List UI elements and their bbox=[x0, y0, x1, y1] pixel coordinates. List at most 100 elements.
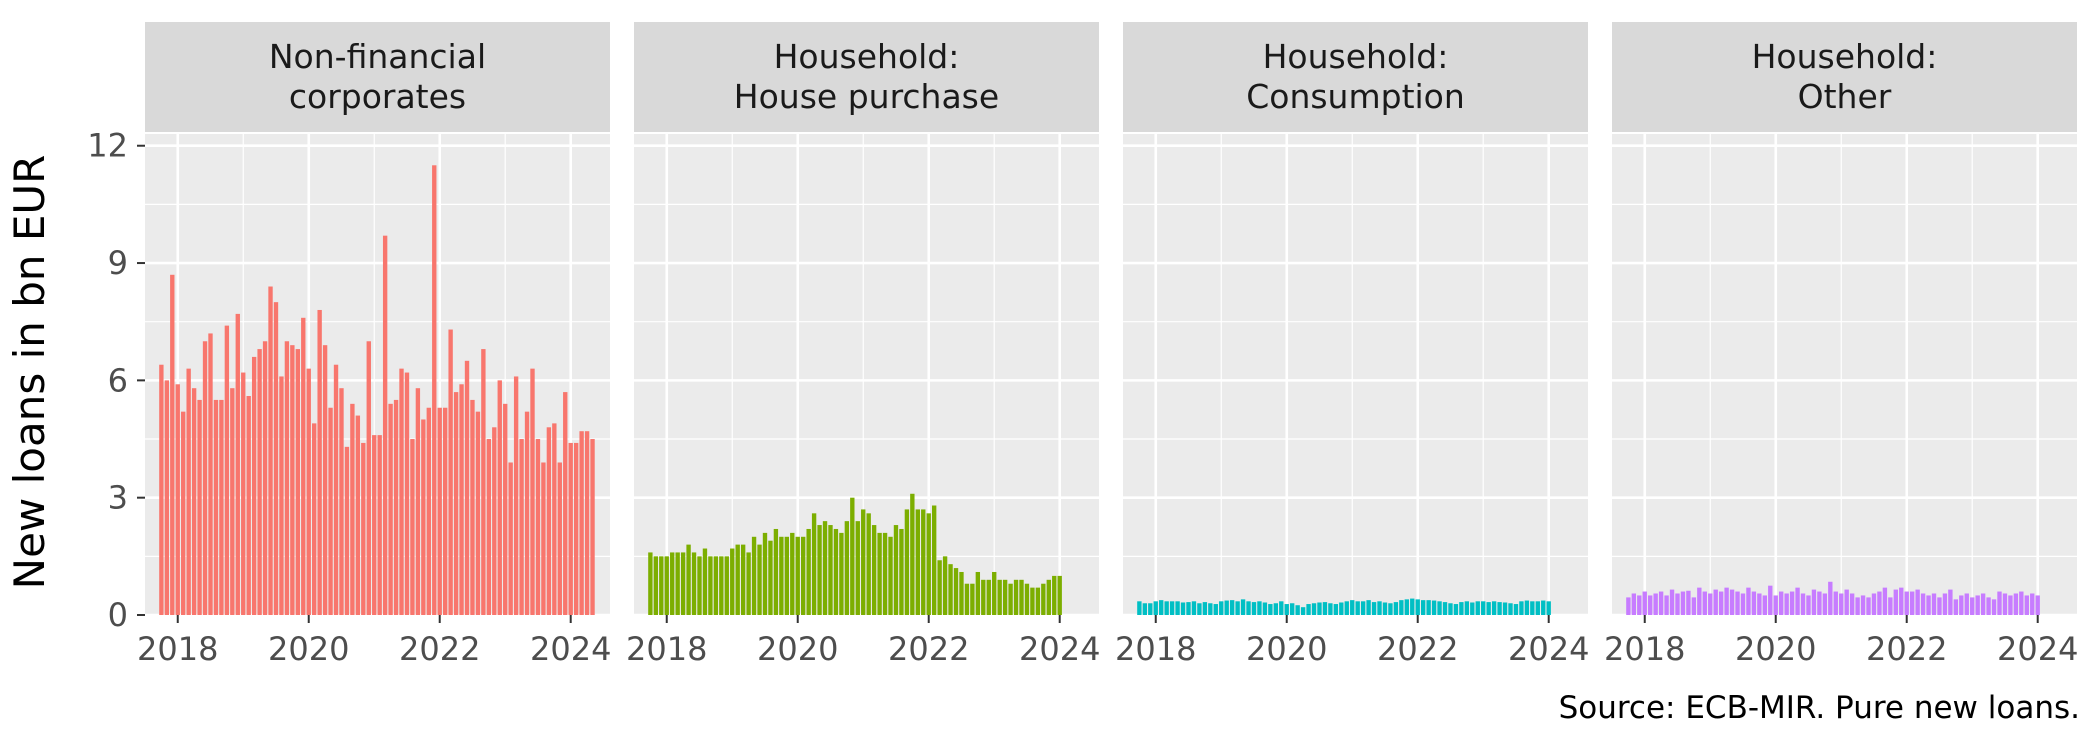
bar bbox=[1360, 601, 1366, 615]
bar bbox=[1920, 593, 1926, 615]
bar bbox=[1290, 603, 1295, 615]
bar bbox=[1541, 600, 1546, 615]
bar bbox=[1746, 587, 1751, 615]
bar bbox=[322, 345, 328, 615]
bar bbox=[850, 497, 855, 615]
x-tick-label: 2020 bbox=[757, 630, 838, 668]
bar bbox=[573, 442, 579, 615]
bar bbox=[1795, 587, 1800, 615]
bar bbox=[1882, 587, 1888, 615]
bar bbox=[191, 388, 197, 615]
bar bbox=[686, 544, 691, 615]
bar bbox=[2030, 593, 2035, 615]
bar bbox=[1219, 601, 1224, 615]
bar bbox=[680, 552, 686, 615]
plot-background bbox=[1123, 134, 1588, 615]
bar bbox=[317, 309, 322, 615]
bar bbox=[1833, 591, 1838, 615]
bar bbox=[861, 509, 866, 615]
bar bbox=[1546, 601, 1551, 615]
x-tick-label: 2022 bbox=[399, 630, 480, 668]
bar bbox=[251, 356, 257, 615]
bar bbox=[2008, 595, 2013, 615]
bar bbox=[1197, 603, 1202, 615]
bar bbox=[241, 372, 246, 615]
bar bbox=[899, 528, 904, 615]
panel-2: Household:House purchase 2018 2020 2022 2024 bbox=[626, 22, 1100, 668]
bar bbox=[1191, 601, 1197, 615]
bar bbox=[497, 380, 502, 615]
bar bbox=[893, 525, 899, 615]
bar bbox=[1740, 593, 1746, 615]
bar bbox=[773, 528, 779, 615]
bar bbox=[1497, 602, 1502, 615]
source-caption: Source: ECB-MIR. Pure new loans. bbox=[1559, 690, 2080, 726]
bar bbox=[1811, 589, 1817, 615]
bar bbox=[779, 536, 784, 615]
bar bbox=[1393, 602, 1399, 615]
bar bbox=[1366, 600, 1371, 615]
bar bbox=[1773, 595, 1778, 615]
bar bbox=[948, 564, 953, 615]
bar bbox=[1420, 600, 1426, 615]
bar bbox=[361, 442, 366, 615]
bar bbox=[1208, 603, 1213, 615]
bar bbox=[1631, 593, 1637, 615]
bar bbox=[1855, 597, 1860, 615]
bar bbox=[1904, 591, 1909, 615]
bar bbox=[1311, 603, 1317, 615]
bar bbox=[2035, 595, 2040, 615]
bar bbox=[1013, 579, 1019, 615]
bar bbox=[175, 384, 180, 615]
bar bbox=[975, 571, 981, 615]
bar bbox=[1399, 600, 1404, 615]
bar bbox=[1300, 607, 1306, 615]
panel-title-line: Household: bbox=[774, 37, 960, 76]
bar bbox=[1680, 591, 1686, 615]
bar bbox=[1530, 601, 1535, 615]
bar bbox=[1942, 593, 1948, 615]
bar bbox=[1708, 593, 1713, 615]
panel-strip bbox=[145, 22, 610, 132]
bar bbox=[590, 439, 595, 615]
bar bbox=[377, 435, 382, 615]
bar bbox=[448, 329, 453, 615]
bar bbox=[1459, 602, 1464, 615]
bar bbox=[1486, 602, 1491, 615]
bar bbox=[724, 556, 729, 615]
bar bbox=[1164, 601, 1169, 615]
x-tick-label: 2018 bbox=[1115, 630, 1196, 668]
bar bbox=[1355, 601, 1360, 615]
bar bbox=[541, 462, 546, 615]
bar bbox=[202, 341, 208, 615]
bar bbox=[186, 368, 191, 615]
bar bbox=[1926, 595, 1931, 615]
bar bbox=[1524, 600, 1530, 615]
bar bbox=[926, 513, 931, 615]
bar bbox=[366, 341, 371, 615]
bar bbox=[762, 532, 768, 615]
bar bbox=[833, 528, 839, 615]
bar bbox=[992, 571, 997, 615]
bar bbox=[664, 556, 669, 615]
bar bbox=[1246, 601, 1251, 615]
x-tick-label: 2024 bbox=[530, 630, 611, 668]
bar bbox=[1817, 591, 1822, 615]
x-tick-label: 2018 bbox=[626, 630, 707, 668]
bar bbox=[1757, 593, 1762, 615]
bar bbox=[735, 544, 740, 615]
panel-strip bbox=[1123, 22, 1588, 132]
bar bbox=[1142, 603, 1148, 615]
bar bbox=[1251, 602, 1257, 615]
bar bbox=[2013, 593, 2019, 615]
bar bbox=[1626, 597, 1631, 615]
x-tick-label: 2024 bbox=[1508, 630, 1589, 668]
bar bbox=[1415, 599, 1420, 615]
bar bbox=[508, 462, 513, 615]
bar bbox=[1175, 601, 1180, 615]
bar bbox=[1909, 591, 1915, 615]
panel-title-line: House purchase bbox=[734, 77, 999, 116]
bar bbox=[404, 372, 410, 615]
bar bbox=[328, 407, 333, 615]
